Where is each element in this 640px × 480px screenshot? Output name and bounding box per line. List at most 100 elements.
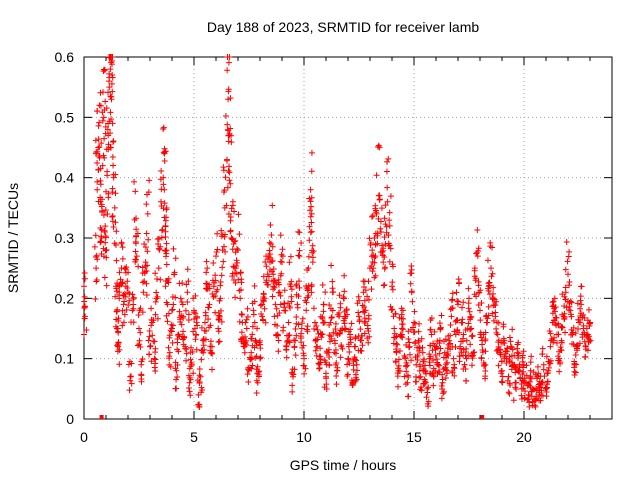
data-point [155, 241, 162, 248]
data-point [380, 259, 387, 266]
data-point [361, 330, 368, 337]
data-point [492, 309, 499, 316]
data-point [162, 228, 169, 235]
data-point [474, 227, 481, 234]
data-point [307, 186, 314, 193]
data-point [420, 358, 427, 365]
data-point [386, 242, 393, 249]
data-point [184, 298, 191, 305]
data-point [125, 289, 131, 296]
data-point [305, 253, 312, 260]
data-point [394, 373, 401, 380]
data-point [107, 144, 114, 151]
data-point [265, 273, 272, 280]
data-point [333, 381, 340, 388]
data-point [316, 365, 323, 372]
data-point [286, 339, 293, 346]
data-point [558, 323, 565, 330]
data-point [108, 116, 115, 123]
data-point [161, 200, 168, 207]
data-point [573, 345, 580, 352]
data-point [456, 279, 463, 286]
data-point [586, 320, 593, 327]
data-point [323, 375, 330, 382]
data-point [546, 359, 553, 366]
data-point [189, 348, 196, 355]
data-point [226, 163, 233, 170]
data-point [237, 295, 244, 302]
data-point [345, 343, 352, 350]
data-point [82, 275, 89, 282]
data-point [260, 273, 267, 280]
data-point [103, 105, 110, 112]
data-point [489, 310, 496, 317]
data-point [456, 353, 463, 360]
data-point [102, 247, 109, 254]
data-point [151, 338, 158, 345]
data-point [158, 227, 165, 234]
data-point [232, 294, 239, 301]
data-point [577, 297, 584, 304]
data-point [352, 371, 359, 378]
data-point [220, 188, 227, 195]
data-point [112, 242, 119, 249]
data-point [478, 355, 485, 362]
data-point [342, 313, 349, 320]
data-point [114, 342, 121, 349]
data-point [167, 327, 174, 334]
data-point [293, 282, 300, 289]
data-point [248, 355, 255, 362]
data-point [166, 361, 173, 368]
data-point [183, 346, 190, 353]
data-point [130, 305, 137, 312]
data-point [214, 246, 221, 253]
data-point [293, 291, 300, 298]
data-point [471, 273, 478, 280]
data-point [145, 189, 152, 196]
data-point [186, 388, 193, 395]
data-point [539, 379, 546, 386]
data-point [97, 181, 104, 188]
data-point [540, 366, 547, 373]
data-point [113, 257, 120, 264]
data-point [214, 286, 221, 293]
data-point [465, 305, 472, 312]
data-point [513, 385, 520, 392]
data-point [552, 304, 559, 311]
data-point [441, 388, 448, 395]
data-point [489, 270, 496, 277]
data-point [523, 372, 530, 379]
data-point [125, 269, 132, 276]
data-point [139, 309, 146, 316]
data-point [298, 240, 305, 247]
data-point [519, 352, 526, 359]
data-point [368, 213, 375, 220]
data-point [257, 355, 263, 362]
data-point [276, 310, 283, 317]
data-point [113, 228, 120, 235]
data-point [160, 181, 167, 188]
data-point [332, 326, 339, 333]
data-point [151, 355, 158, 362]
data-point [206, 324, 213, 331]
data-point [341, 295, 348, 302]
data-point [224, 126, 231, 133]
data-point [337, 300, 344, 307]
data-point [568, 331, 575, 338]
data-point [107, 93, 114, 100]
data-point [238, 311, 245, 318]
data-point [431, 343, 438, 350]
data-point [426, 362, 433, 369]
data-point [187, 363, 194, 370]
data-point [399, 331, 406, 338]
data-point [395, 383, 402, 390]
data-point [94, 159, 101, 166]
data-point [465, 285, 472, 292]
data-point [334, 364, 341, 371]
x-tick-label: 15 [406, 429, 422, 445]
data-point [128, 360, 135, 367]
data-point [364, 322, 371, 329]
data-point [97, 89, 104, 96]
data-point [233, 245, 240, 252]
